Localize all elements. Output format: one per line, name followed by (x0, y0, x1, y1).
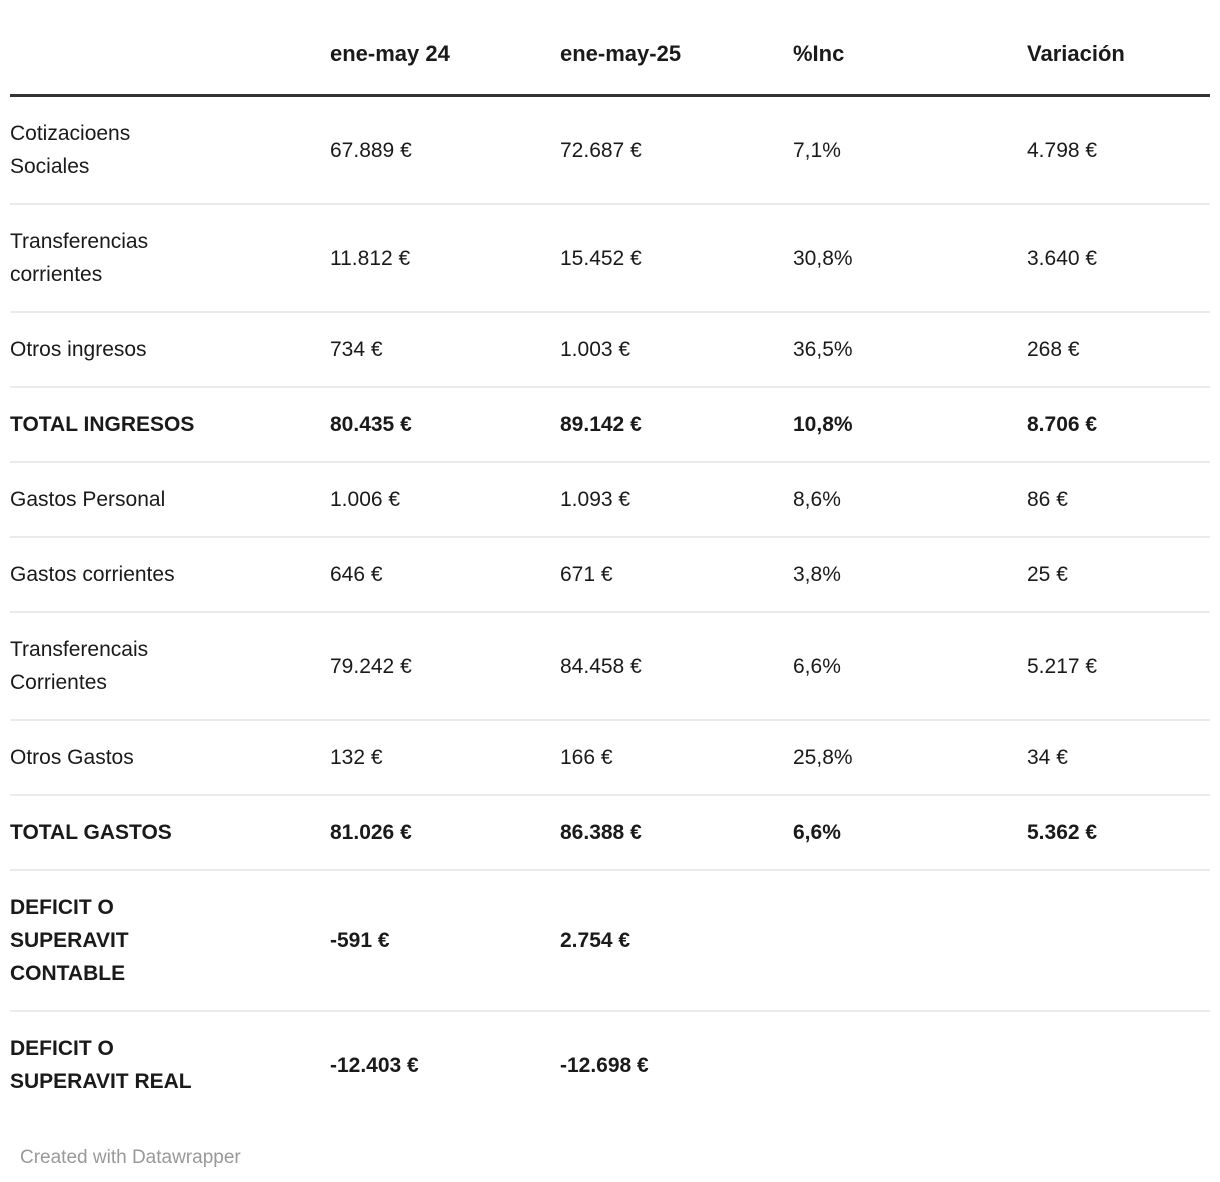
table-row: Transferencais Corrientes 79.242 € 84.45… (10, 611, 1210, 720)
row-label-cell: DEFICIT O SUPERAVIT CONTABLE (10, 869, 330, 1011)
row-label: TOTAL INGRESOS (10, 413, 195, 436)
table-row: Otros Gastos 132 € 166 € 25,8% 34 € (10, 719, 1210, 795)
cell-pct-inc: 8,6% (793, 461, 1027, 537)
cell-variacion (1027, 1010, 1210, 1118)
table-row: Gastos corrientes 646 € 671 € 3,8% 25 € (10, 536, 1210, 612)
cell-ene-may-25: 15.452 € (560, 203, 793, 312)
cell-ene-may-24: 67.889 € (330, 138, 412, 162)
row-label-cell: Transferencias corrientes (10, 203, 330, 312)
cell-ene-may-24: 734 € (330, 311, 560, 387)
col-header-variacion: Variación (1027, 0, 1210, 97)
row-label: DEFICIT O SUPERAVIT CONTABLE (10, 896, 129, 985)
table-row: TOTAL INGRESOS 80.435 € 89.142 € 10,8% 8… (10, 386, 1210, 462)
row-label: Cotizacioens Sociales (10, 122, 131, 178)
row-label: Transferencias corrientes (10, 230, 149, 286)
header-row: ene-may 24 ene-may-25 %Inc Variación (10, 0, 1210, 97)
col-header-ene-may-24: ene-may 24 (330, 0, 560, 97)
cell-variacion: 86 € (1027, 461, 1210, 537)
col-header-label (10, 0, 330, 97)
cell-variacion (1027, 869, 1210, 1011)
cell-ene-may-24: 80.435 € (330, 386, 560, 462)
cell-variacion: 5.217 € (1027, 611, 1210, 720)
cell-variacion: 34 € (1027, 719, 1210, 795)
row-label: DEFICIT O SUPERAVIT REAL (10, 1037, 192, 1093)
cell-variacion: 4.798 € (1027, 138, 1098, 162)
table-row: DEFICIT O SUPERAVIT REAL -12.403 € -12.6… (10, 1010, 1210, 1118)
cell-pct-inc: 6,6% (793, 611, 1027, 720)
cell-pct-inc: 25,8% (793, 719, 1027, 795)
cell-ene-may-24: 79.242 € (330, 611, 560, 720)
table-body: Cotizacioens Sociales 67.889 € 72.687 € … (10, 96, 1210, 1118)
cell-ene-may-25: -12.698 € (560, 1010, 793, 1118)
cell-variacion: 5.362 € (1027, 794, 1210, 870)
datawrapper-credit[interactable]: Created with Datawrapper (20, 1147, 241, 1168)
table-container: ene-may 24 ene-may-25 %Inc Variación Cot… (10, 0, 1210, 1118)
cell-ene-may-25: 86.388 € (560, 794, 793, 870)
cell-variacion: 3.640 € (1027, 203, 1210, 312)
table-row: Gastos Personal 1.006 € 1.093 € 8,6% 86 … (10, 461, 1210, 537)
row-label-cell: Gastos corrientes (10, 536, 330, 612)
row-label: Gastos Personal (10, 488, 166, 511)
cell-ene-may-24: 132 € (330, 719, 560, 795)
cell-ene-may-24: -12.403 € (330, 1010, 560, 1118)
table-row: DEFICIT O SUPERAVIT CONTABLE -591 € 2.75… (10, 869, 1210, 1011)
table-header: ene-may 24 ene-may-25 %Inc Variación (10, 0, 1210, 97)
cell-ene-may-25: 1.003 € (560, 311, 793, 387)
cell-pct-inc: 30,8% (793, 203, 1027, 312)
cell-variacion: 8.706 € (1027, 386, 1210, 462)
cell-ene-may-25: 671 € (560, 536, 793, 612)
cell-ene-may-25: 2.754 € (560, 869, 793, 1011)
cell-pct-inc: 3,8% (793, 536, 1027, 612)
row-label: Otros ingresos (10, 338, 147, 361)
cell-variacion: 268 € (1027, 311, 1210, 387)
cell-pct-inc (793, 869, 1027, 1011)
row-label-cell: TOTAL GASTOS (10, 794, 330, 870)
cell-pct-inc: 6,6% (793, 794, 1027, 870)
cell-ene-may-24: 81.026 € (330, 794, 560, 870)
col-header-ene-may-25: ene-may-25 (560, 0, 793, 97)
cell-ene-may-25: 166 € (560, 719, 793, 795)
row-label: Transferencais Corrientes (10, 638, 149, 694)
row-label: Otros Gastos (10, 746, 134, 769)
row-label-cell: TOTAL INGRESOS (10, 386, 330, 462)
cell-variacion: 25 € (1027, 536, 1210, 612)
cell-pct-inc: 7,1% (793, 138, 841, 162)
row-label-cell: Cotizacioens Sociales (10, 96, 330, 205)
cell-ene-may-25: 1.093 € (560, 461, 793, 537)
row-label-cell: Otros Gastos (10, 719, 330, 795)
table-row: Otros ingresos 734 € 1.003 € 36,5% 268 € (10, 311, 1210, 387)
row-label: Gastos corrientes (10, 563, 175, 586)
cell-pct-inc (793, 1010, 1027, 1118)
cell-ene-may-25: 84.458 € (560, 611, 793, 720)
cell-ene-may-25: 89.142 € (560, 386, 793, 462)
row-label-cell: Transferencais Corrientes (10, 611, 330, 720)
data-table: ene-may 24 ene-may-25 %Inc Variación Cot… (10, 0, 1210, 1118)
row-label: TOTAL GASTOS (10, 821, 172, 844)
cell-ene-may-24: 1.006 € (330, 461, 560, 537)
cell-pct-inc: 10,8% (793, 386, 1027, 462)
cell-ene-may-25: 72.687 € (560, 138, 642, 162)
col-header-pct-inc: %Inc (793, 0, 1027, 97)
cell-ene-may-24: 646 € (330, 536, 560, 612)
table-row: Cotizacioens Sociales 67.889 € 72.687 € … (10, 96, 1210, 205)
cell-pct-inc: 36,5% (793, 311, 1027, 387)
row-label-cell: DEFICIT O SUPERAVIT REAL (10, 1010, 330, 1118)
row-label-cell: Gastos Personal (10, 461, 330, 537)
cell-ene-may-24: -591 € (330, 869, 560, 1011)
table-row: TOTAL GASTOS 81.026 € 86.388 € 6,6% 5.36… (10, 794, 1210, 870)
row-label-cell: Otros ingresos (10, 311, 330, 387)
table-row: Transferencias corrientes 11.812 € 15.45… (10, 203, 1210, 312)
cell-ene-may-24: 11.812 € (330, 203, 560, 312)
